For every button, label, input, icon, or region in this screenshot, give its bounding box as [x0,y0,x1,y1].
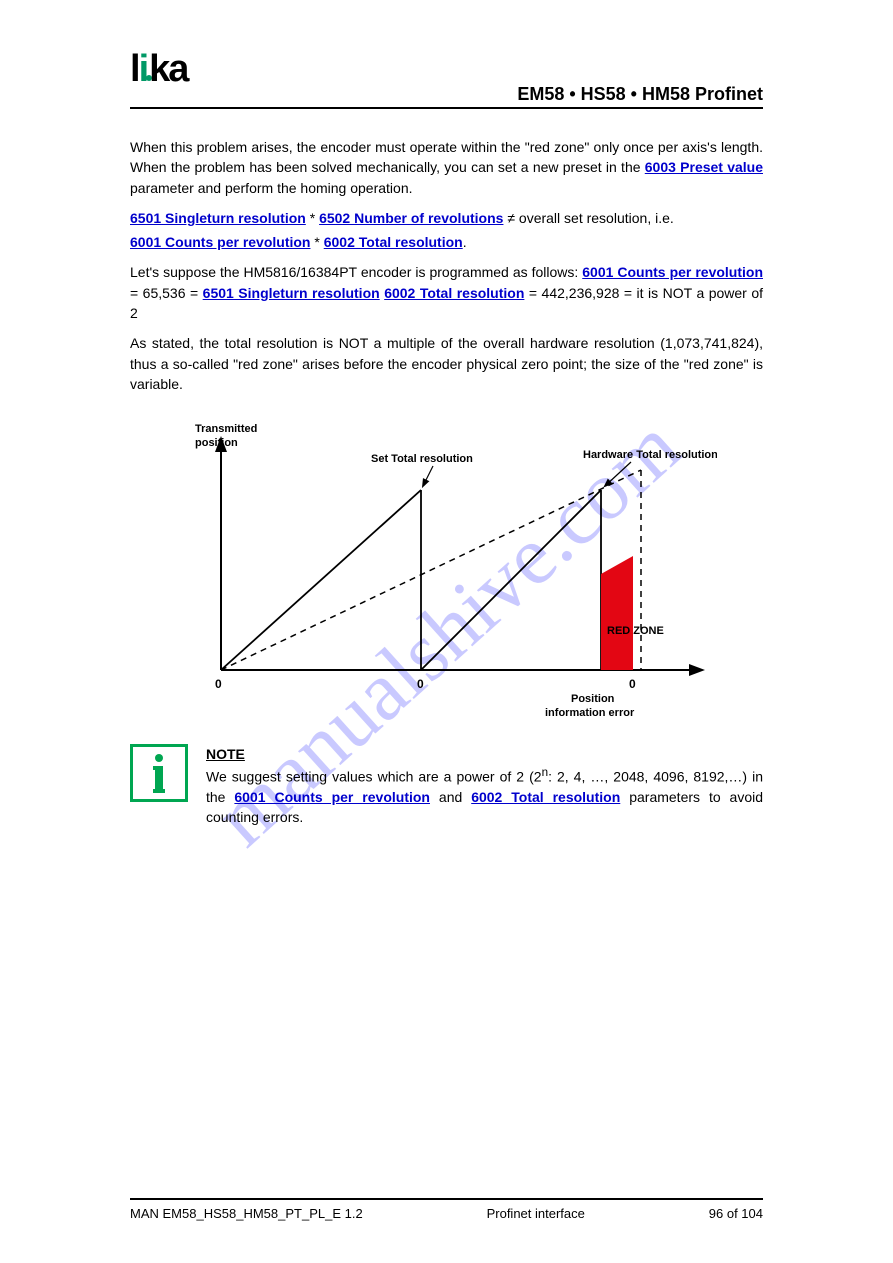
svg-text:information error: information error [545,707,635,719]
p2-mult: * [306,210,319,226]
svg-text:Hardware Total resolution: Hardware Total resolution [583,449,717,461]
document-title: EM58 • HS58 • HM58 Profinet [517,84,763,105]
main-body-text: When this problem arises, the encoder mu… [130,137,763,394]
position-diagram: Transmitted position Set Total resolution H… [130,400,763,720]
logo-letter-a: a [168,48,187,91]
info-note-block: NOTE We suggest setting values which are… [130,744,763,827]
diagram-svg: Transmitted position Set Total resolution H… [177,400,717,720]
logo-letter-i: i [139,48,148,91]
counts-per-rev-link-1[interactable]: 6001 Counts per revolution [130,234,310,250]
total-resolution-link-3[interactable]: 6002 Total resolution [471,789,620,805]
logo-letter-k: k [149,48,168,91]
brand-logo: l i k a [130,48,187,105]
note-text-c: and [430,789,471,805]
p3-mult: * [310,234,323,250]
total-resolution-link-1[interactable]: 6002 Total resolution [324,234,463,250]
info-icon [130,744,188,802]
preset-value-link[interactable]: 6003 Preset value [645,159,763,175]
svg-text:position: position [195,437,238,449]
footer-left: MAN EM58_HS58_HM58_PT_PL_E 1.2 [130,1206,363,1221]
p2-tail: ≠ overall set resolution, i.e. [503,210,673,226]
page-footer: MAN EM58_HS58_HM58_PT_PL_E 1.2 Profinet … [130,1198,763,1221]
svg-text:Set Total resolution: Set Total resolution [371,453,473,465]
p5-text: As stated, the total resolution is NOT a… [130,333,763,394]
svg-text:RED ZONE: RED ZONE [607,625,664,637]
total-resolution-link-2[interactable]: 6002 Total resolution [384,285,524,301]
svg-text:0: 0 [629,677,636,691]
counts-per-rev-link-2[interactable]: 6001 Counts per revolution [582,264,763,280]
footer-center: Profinet interface [487,1206,585,1221]
footer-right: 96 of 104 [709,1206,763,1221]
info-glyph-icon [151,753,167,793]
singleturn-res-link-2[interactable]: 6501 Singleturn resolution [203,285,380,301]
note-text-a: We suggest setting values which are a po… [206,768,542,784]
note-heading: NOTE [206,744,763,764]
svg-text:0: 0 [215,677,222,691]
num-revolutions-link[interactable]: 6502 Number of revolutions [319,210,503,226]
svg-text:Transmitted: Transmitted [195,423,257,435]
p1-text-b: parameter and perform the homing operati… [130,180,413,196]
p4-text-b: = 65,536 = [130,285,203,301]
p4-text-a: Let's suppose the HM5816/16384PT encoder… [130,264,582,280]
svg-text:Position: Position [571,693,615,705]
logo-letter-l: l [130,48,139,91]
page-header: l i k a EM58 • HS58 • HM58 Profinet [130,48,763,109]
svg-text:0: 0 [417,677,424,691]
counts-per-rev-link-3[interactable]: 6001 Counts per revolution [234,789,430,805]
p3-dot: . [463,234,467,250]
singleturn-res-link[interactable]: 6501 Singleturn resolution [130,210,306,226]
